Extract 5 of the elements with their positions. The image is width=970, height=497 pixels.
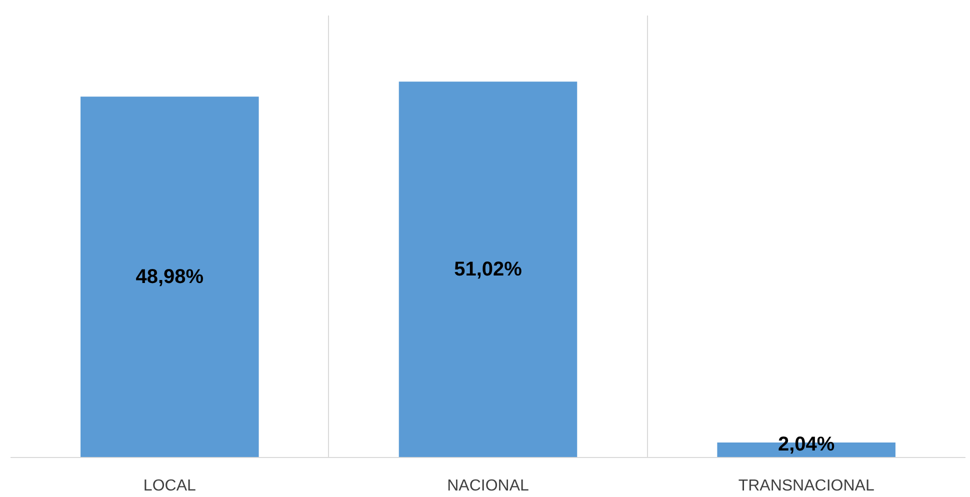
x-tick-label: TRANSNACIONAL xyxy=(738,478,874,494)
x-tick-label: LOCAL xyxy=(143,478,196,494)
data-label: 48,98% xyxy=(136,266,204,288)
data-label: 51,02% xyxy=(454,258,522,281)
x-tick-label: NACIONAL xyxy=(447,478,529,494)
